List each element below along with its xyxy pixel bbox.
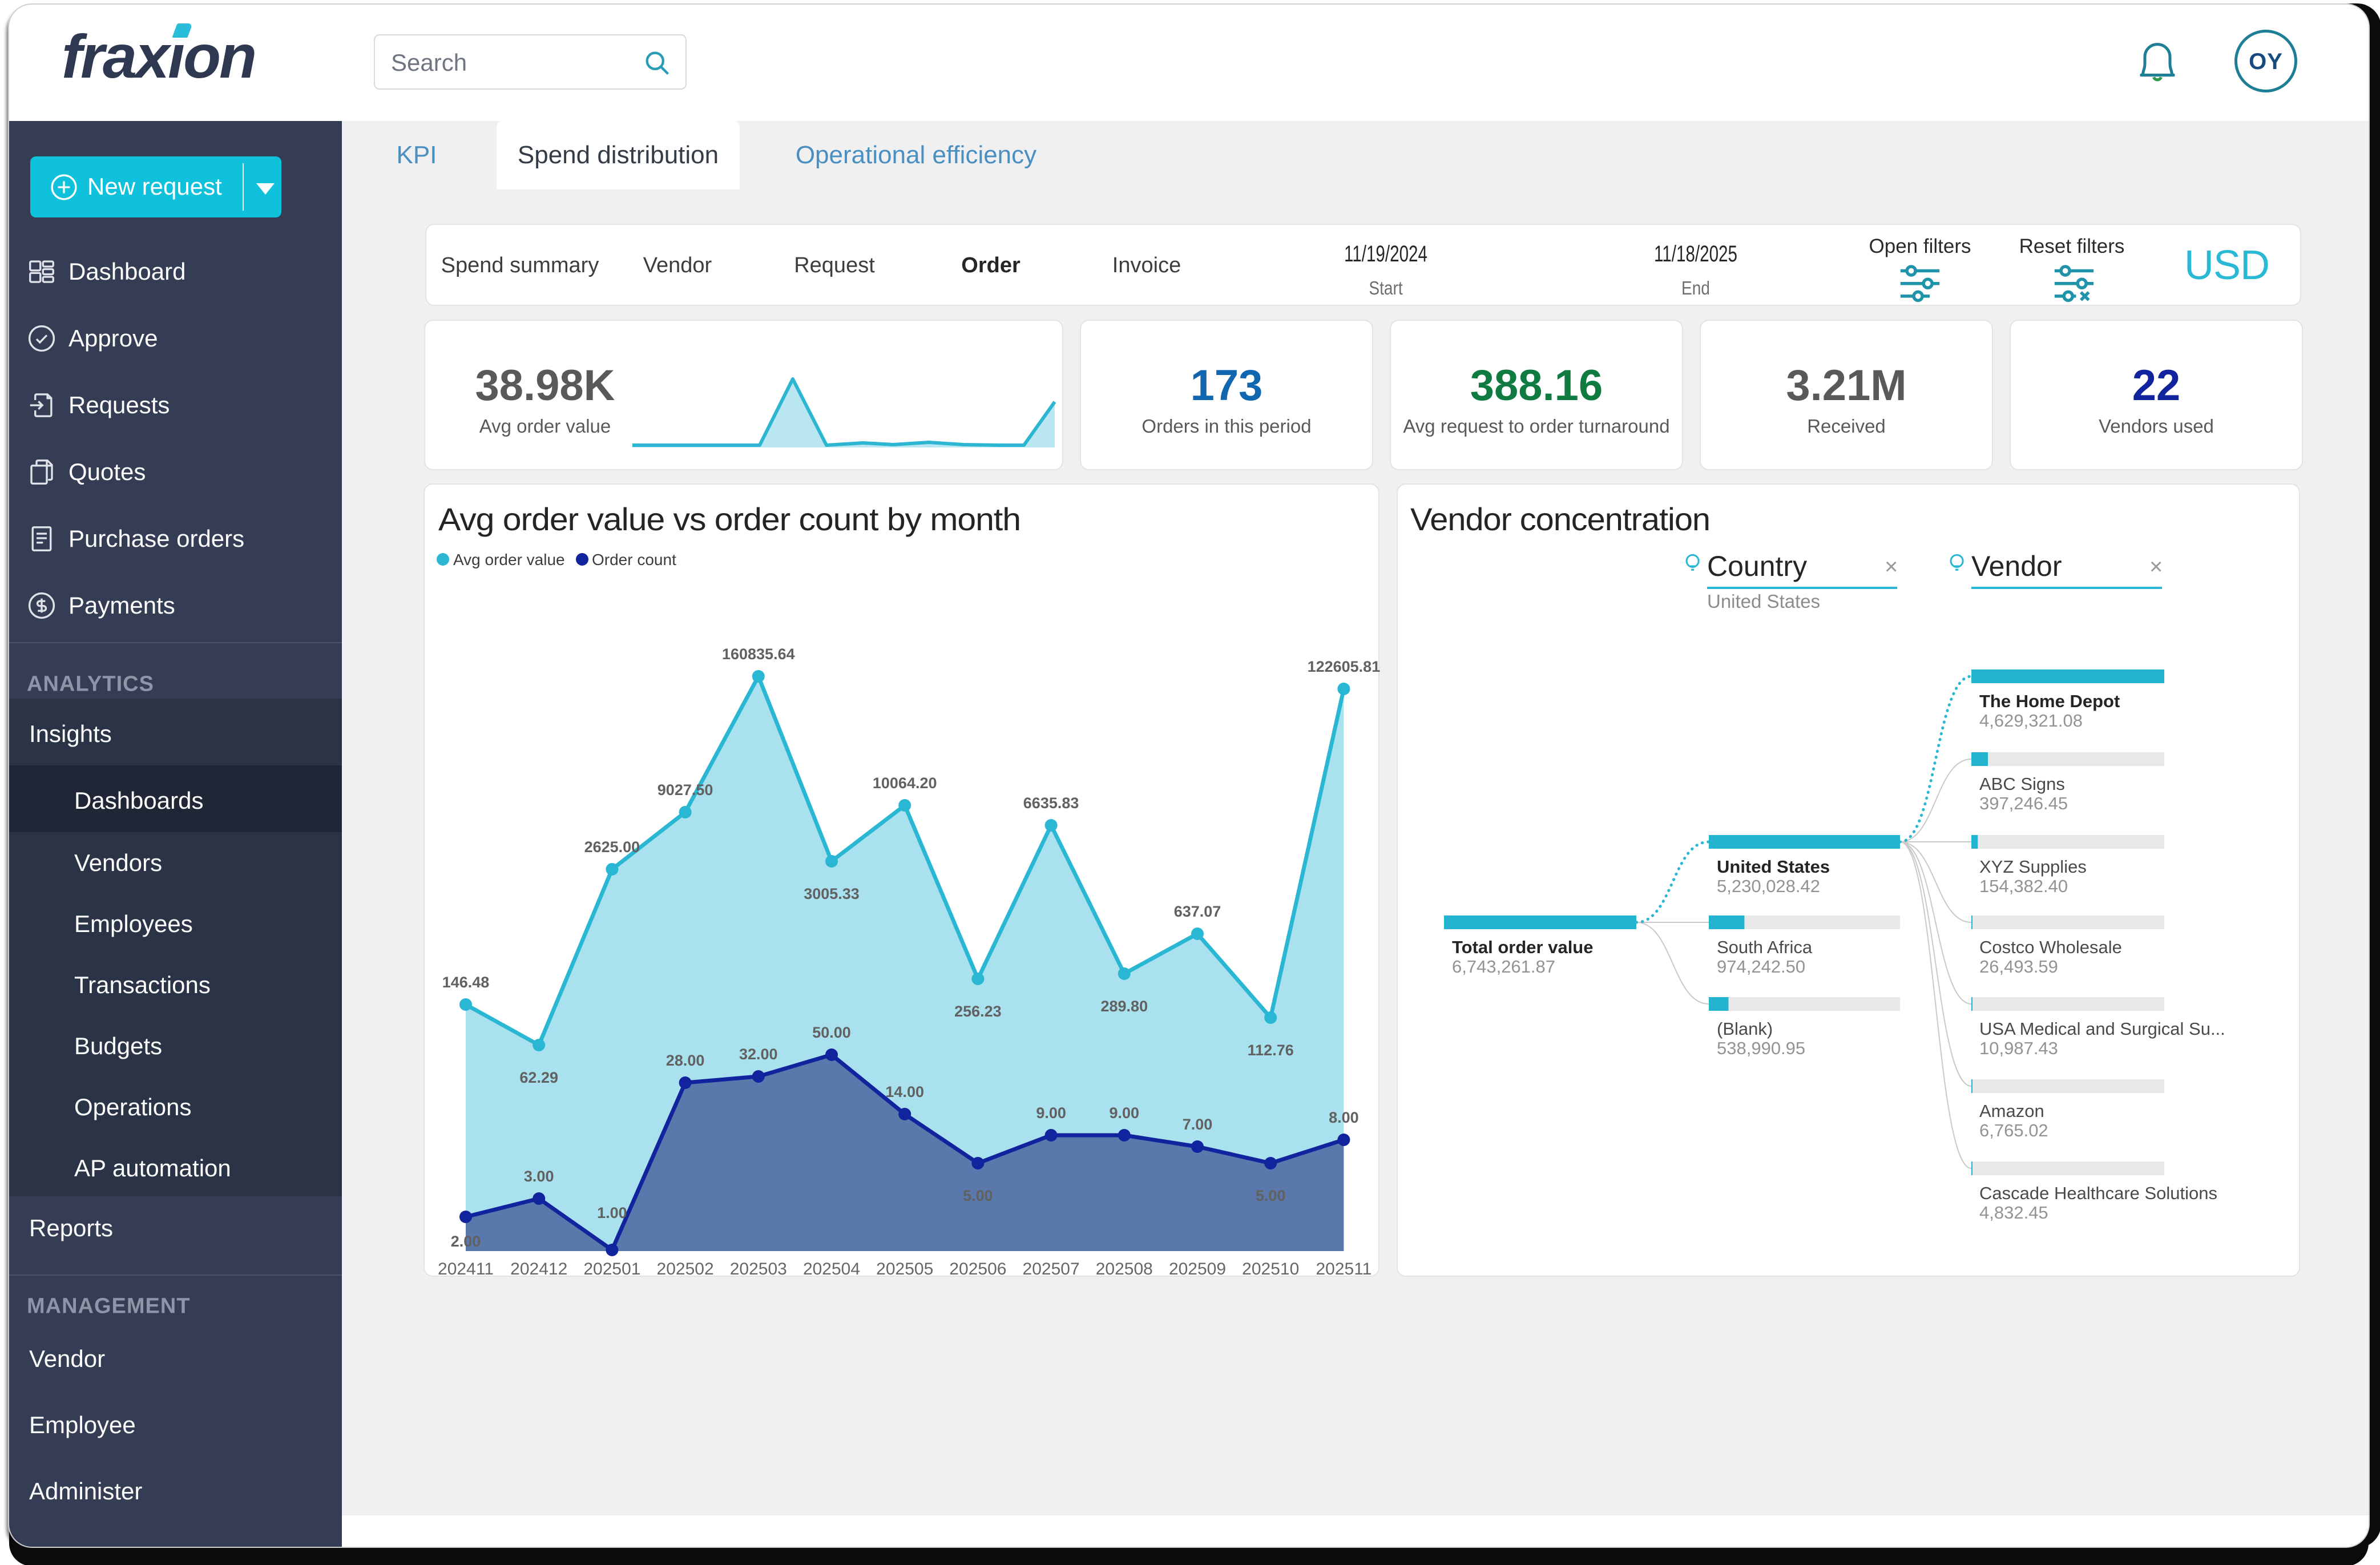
svg-text:6635.83: 6635.83	[1023, 794, 1079, 812]
svg-text:Avg order value vs order count: Avg order value vs order count by month	[438, 501, 1020, 537]
svg-text:Country: Country	[1707, 550, 1807, 582]
svg-text:202412: 202412	[510, 1260, 567, 1278]
svg-text:50.00: 50.00	[812, 1024, 851, 1041]
svg-text:Costco Wholesale: Costco Wholesale	[1979, 937, 2122, 957]
svg-text:28.00: 28.00	[666, 1052, 705, 1069]
svg-text:4,832.45: 4,832.45	[1979, 1203, 2048, 1223]
svg-text:10064.20: 10064.20	[873, 775, 937, 792]
svg-text:5.00: 5.00	[963, 1187, 993, 1204]
svg-text:202510: 202510	[1242, 1260, 1299, 1278]
svg-text:289.80: 289.80	[1101, 998, 1148, 1015]
svg-text:202506: 202506	[949, 1260, 1006, 1278]
svg-text:South Africa: South Africa	[1717, 937, 1813, 957]
svg-text:3.00: 3.00	[524, 1168, 554, 1185]
svg-text:5.00: 5.00	[1256, 1187, 1286, 1204]
svg-text:Vendor: Vendor	[1971, 550, 2062, 582]
svg-text:×: ×	[1885, 554, 1898, 579]
svg-text:202503: 202503	[730, 1260, 787, 1278]
svg-text:1.00: 1.00	[597, 1204, 627, 1221]
svg-text:146.48: 146.48	[442, 974, 490, 991]
svg-text:202411: 202411	[438, 1260, 494, 1278]
svg-text:Avg order value: Avg order value	[453, 551, 565, 568]
svg-text:XYZ Supplies: XYZ Supplies	[1979, 857, 2087, 877]
svg-text:202508: 202508	[1096, 1260, 1153, 1278]
svg-text:202511: 202511	[1316, 1260, 1371, 1278]
svg-text:202509: 202509	[1169, 1260, 1226, 1278]
svg-text:Total order value: Total order value	[1452, 937, 1594, 957]
svg-text:26,493.59: 26,493.59	[1979, 957, 2058, 977]
svg-text:202505: 202505	[876, 1260, 933, 1278]
svg-text:2625.00: 2625.00	[584, 838, 640, 856]
svg-text:10,987.43: 10,987.43	[1979, 1038, 2058, 1058]
svg-text:Order count: Order count	[592, 551, 676, 568]
svg-text:974,242.50: 974,242.50	[1717, 957, 1805, 977]
svg-text:2.00: 2.00	[451, 1233, 481, 1250]
svg-text:202507: 202507	[1023, 1260, 1080, 1278]
svg-text:United States: United States	[1707, 591, 1820, 612]
svg-text:32.00: 32.00	[739, 1046, 778, 1063]
svg-text:3005.33: 3005.33	[804, 885, 860, 902]
svg-text:(Blank): (Blank)	[1717, 1019, 1773, 1039]
svg-text:202502: 202502	[657, 1260, 714, 1278]
svg-text:9027.50: 9027.50	[657, 781, 713, 798]
svg-text:112.76: 112.76	[1248, 1042, 1294, 1059]
svg-text:14.00: 14.00	[885, 1083, 924, 1100]
svg-text:122605.81: 122605.81	[1308, 658, 1381, 675]
svg-text:ABC Signs: ABC Signs	[1979, 774, 2065, 794]
svg-text:The Home Depot: The Home Depot	[1979, 691, 2120, 711]
svg-text:6,765.02: 6,765.02	[1979, 1120, 2048, 1140]
svg-text:5,230,028.42: 5,230,028.42	[1717, 876, 1820, 896]
svg-text:Cascade Healthcare Solutions: Cascade Healthcare Solutions	[1979, 1183, 2217, 1203]
svg-text:9.00: 9.00	[1110, 1104, 1140, 1122]
svg-text:7.00: 7.00	[1183, 1116, 1213, 1133]
svg-text:6,743,261.87: 6,743,261.87	[1452, 957, 1555, 977]
svg-text:538,990.95: 538,990.95	[1717, 1038, 1805, 1058]
svg-text:202501: 202501	[583, 1260, 640, 1278]
svg-text:637.07: 637.07	[1174, 903, 1221, 920]
svg-text:×: ×	[2149, 554, 2163, 579]
svg-text:Vendor concentration: Vendor concentration	[1410, 501, 1710, 537]
svg-text:Amazon: Amazon	[1979, 1101, 2044, 1121]
svg-text:USA Medical and Surgical Su...: USA Medical and Surgical Su...	[1979, 1019, 2225, 1039]
svg-text:397,246.45: 397,246.45	[1979, 793, 2068, 813]
svg-text:256.23: 256.23	[954, 1003, 1002, 1020]
svg-text:8.00: 8.00	[1329, 1109, 1359, 1126]
svg-text:4,629,321.08: 4,629,321.08	[1979, 711, 2083, 731]
svg-text:160835.64: 160835.64	[722, 646, 795, 663]
svg-text:62.29: 62.29	[519, 1069, 558, 1086]
svg-text:154,382.40: 154,382.40	[1979, 876, 2068, 896]
svg-text:9.00: 9.00	[1036, 1104, 1066, 1122]
svg-text:United States: United States	[1717, 857, 1830, 877]
svg-text:202504: 202504	[803, 1260, 860, 1278]
